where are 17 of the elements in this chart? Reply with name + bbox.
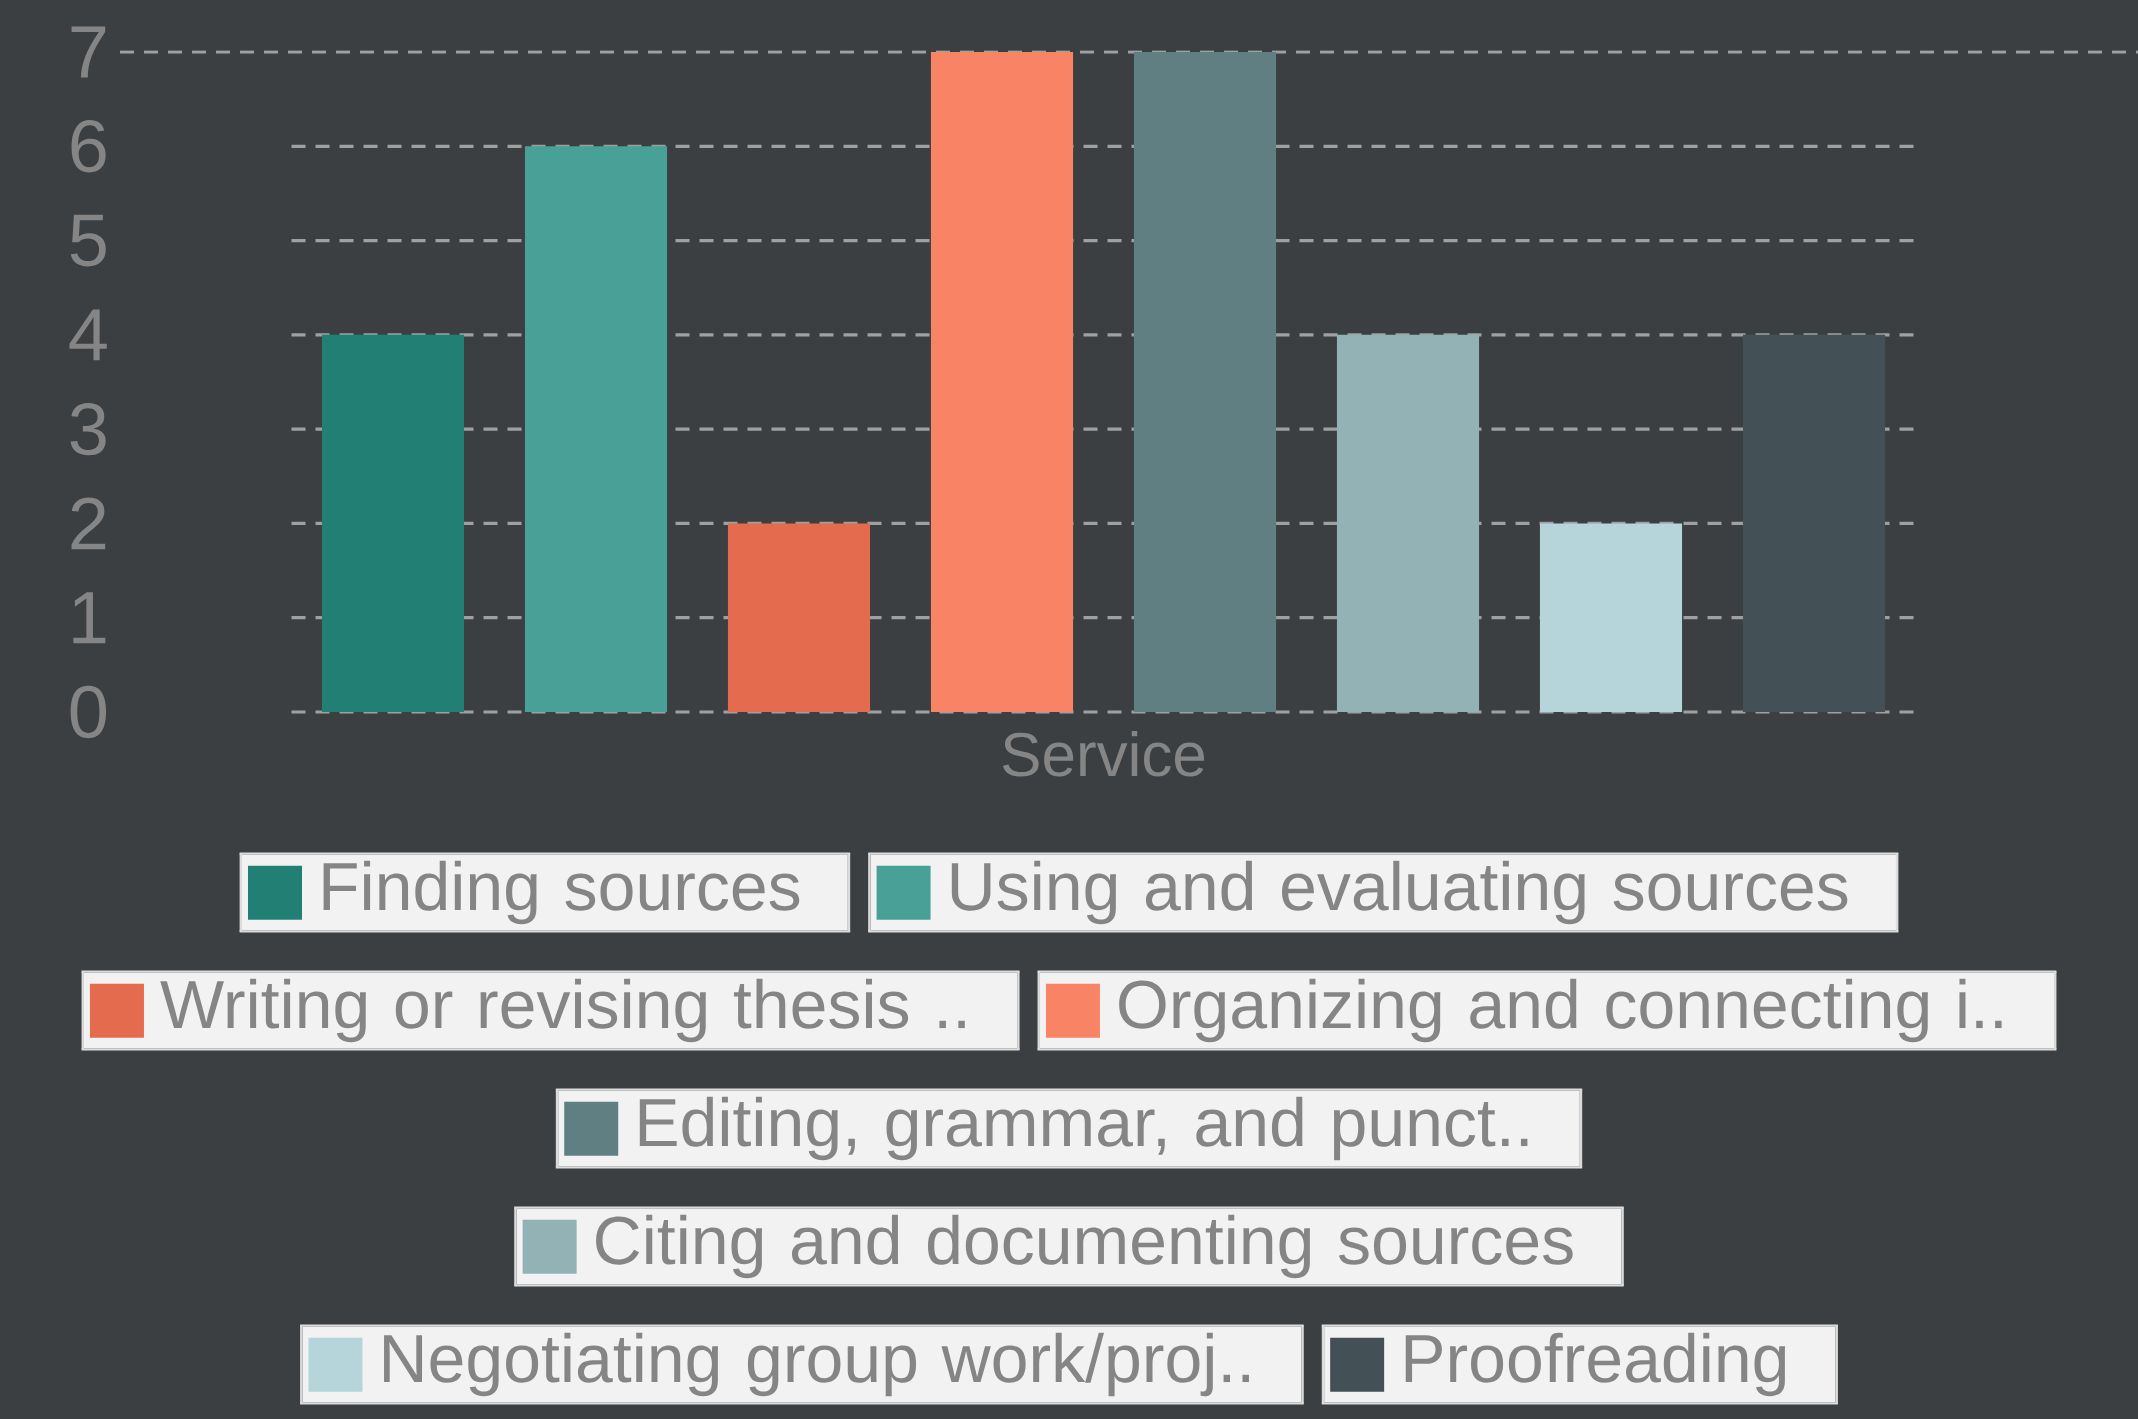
legend-label: Proofreading [1405,1332,1786,1397]
legend-label: Using and evaluating sources [951,860,1848,925]
x-axis-title: Service [1002,731,1205,777]
legend-label: Editing, grammar, and punct.. [639,1096,1528,1161]
y-tick-label: 5 [70,214,106,267]
y-tick-label: 1 [73,592,106,644]
legend-label: Writing or revising thesis .. [160,978,965,1043]
y-tick-label: 2 [71,497,106,550]
legend-label: Finding sources [323,860,800,925]
y-tick-label: 4 [69,309,107,361]
y-tick-label: 6 [71,120,106,173]
y-tick-label: 7 [71,26,106,78]
legend-label: Citing and documenting sources [596,1214,1573,1279]
y-tick-label: 3 [70,402,106,456]
legend-label: Negotiating group work/proj.. [384,1332,1249,1397]
legend-label: Organizing and connecting i.. [1119,978,2002,1043]
y-tick-label: 0 [70,685,107,739]
